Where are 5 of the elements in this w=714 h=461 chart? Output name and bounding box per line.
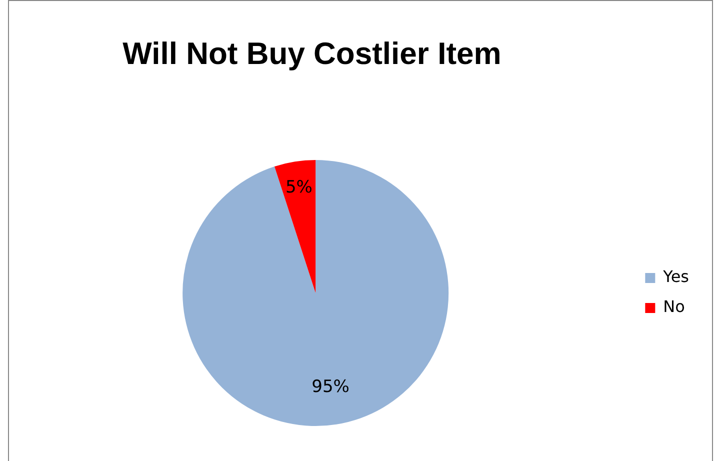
- data-label: 95%: [312, 377, 350, 398]
- legend-label: Yes: [662, 267, 689, 286]
- legend-label: No: [663, 297, 685, 316]
- chart-title: Will Not Buy Costlier Item: [122, 35, 502, 73]
- data-label: 5%: [285, 177, 312, 198]
